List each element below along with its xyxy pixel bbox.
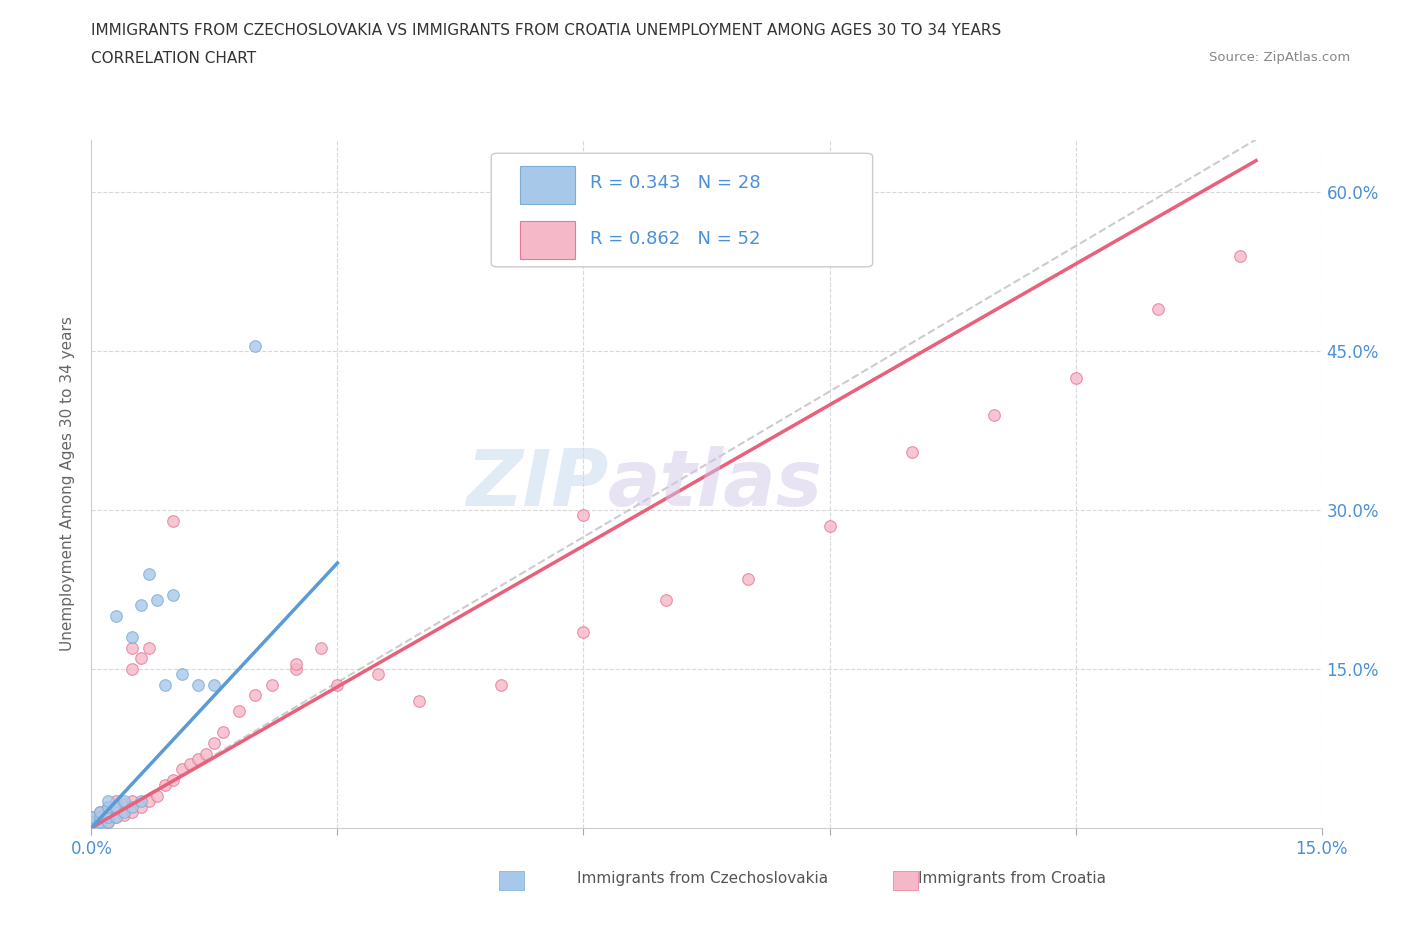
Point — [129, 799, 152, 814]
Point — [89, 820, 111, 835]
Point — [818, 519, 841, 534]
Point — [654, 592, 676, 607]
Text: Source: ZipAtlas.com: Source: ZipAtlas.com — [1209, 51, 1350, 64]
Point — [153, 677, 177, 692]
Point — [105, 810, 127, 825]
Point — [170, 762, 193, 777]
Point — [1064, 370, 1087, 385]
Point — [1146, 301, 1168, 316]
Point — [97, 794, 120, 809]
Point — [80, 810, 103, 825]
Point — [121, 630, 143, 644]
Point — [309, 640, 332, 655]
Point — [105, 608, 127, 623]
Point — [105, 802, 127, 817]
Point — [129, 598, 152, 613]
Point — [89, 820, 111, 835]
Point — [146, 592, 169, 607]
Point — [80, 810, 103, 825]
Text: R = 0.343   N = 28: R = 0.343 N = 28 — [589, 174, 761, 193]
Point — [121, 661, 143, 676]
Point — [245, 688, 267, 703]
Text: atlas: atlas — [607, 445, 823, 522]
Point — [228, 704, 250, 719]
Text: Immigrants from Czechoslovakia: Immigrants from Czechoslovakia — [578, 871, 828, 886]
Point — [202, 736, 225, 751]
Point — [121, 804, 143, 819]
Point — [170, 667, 193, 682]
Point — [105, 799, 127, 814]
FancyBboxPatch shape — [491, 153, 873, 267]
Point — [97, 815, 120, 830]
Point — [112, 807, 135, 822]
Point — [367, 667, 389, 682]
Point — [97, 815, 120, 830]
Y-axis label: Unemployment Among Ages 30 to 34 years: Unemployment Among Ages 30 to 34 years — [60, 316, 76, 651]
Point — [408, 693, 430, 708]
Point — [202, 677, 225, 692]
Point — [129, 651, 152, 666]
Text: Immigrants from Croatia: Immigrants from Croatia — [918, 871, 1107, 886]
Point — [112, 794, 135, 809]
Point — [491, 677, 513, 692]
Point — [89, 804, 111, 819]
Text: IMMIGRANTS FROM CZECHOSLOVAKIA VS IMMIGRANTS FROM CROATIA UNEMPLOYMENT AMONG AGE: IMMIGRANTS FROM CZECHOSLOVAKIA VS IMMIGR… — [91, 23, 1001, 38]
Point — [80, 815, 103, 830]
Text: R = 0.862   N = 52: R = 0.862 N = 52 — [589, 230, 761, 247]
Point — [211, 725, 233, 740]
Point — [1229, 248, 1251, 263]
Point — [105, 794, 127, 809]
Point — [121, 799, 143, 814]
Point — [112, 804, 135, 819]
Point — [900, 445, 922, 459]
Point — [285, 657, 308, 671]
Point — [138, 566, 160, 581]
Point — [187, 677, 209, 692]
Point — [260, 677, 283, 692]
Point — [121, 794, 143, 809]
Point — [326, 677, 349, 692]
Text: ZIP: ZIP — [465, 445, 607, 522]
Text: CORRELATION CHART: CORRELATION CHART — [91, 51, 256, 66]
Point — [121, 640, 143, 655]
Point — [162, 773, 184, 788]
Point — [112, 797, 135, 812]
Point — [572, 624, 595, 639]
Point — [129, 794, 152, 809]
Point — [179, 757, 201, 772]
Point — [245, 339, 267, 353]
Point — [89, 804, 111, 819]
Point — [97, 810, 120, 825]
Point — [97, 799, 120, 814]
Point — [80, 820, 103, 835]
Point — [195, 746, 218, 761]
Point — [162, 513, 184, 528]
Point — [153, 777, 177, 792]
Point — [80, 820, 103, 835]
Point — [187, 751, 209, 766]
Bar — [893, 871, 918, 890]
Point — [138, 794, 160, 809]
Point — [572, 508, 595, 523]
Point — [737, 571, 759, 586]
Bar — [520, 221, 575, 259]
Point — [97, 807, 120, 822]
Point — [162, 588, 184, 603]
Point — [89, 815, 111, 830]
Bar — [499, 871, 524, 890]
Point — [80, 815, 103, 830]
Point — [89, 810, 111, 825]
Point — [146, 789, 169, 804]
Bar — [520, 166, 575, 204]
Point — [105, 810, 127, 825]
Point — [285, 661, 308, 676]
Point — [138, 640, 160, 655]
Point — [983, 407, 1005, 422]
Point — [89, 812, 111, 827]
Point — [97, 799, 120, 814]
